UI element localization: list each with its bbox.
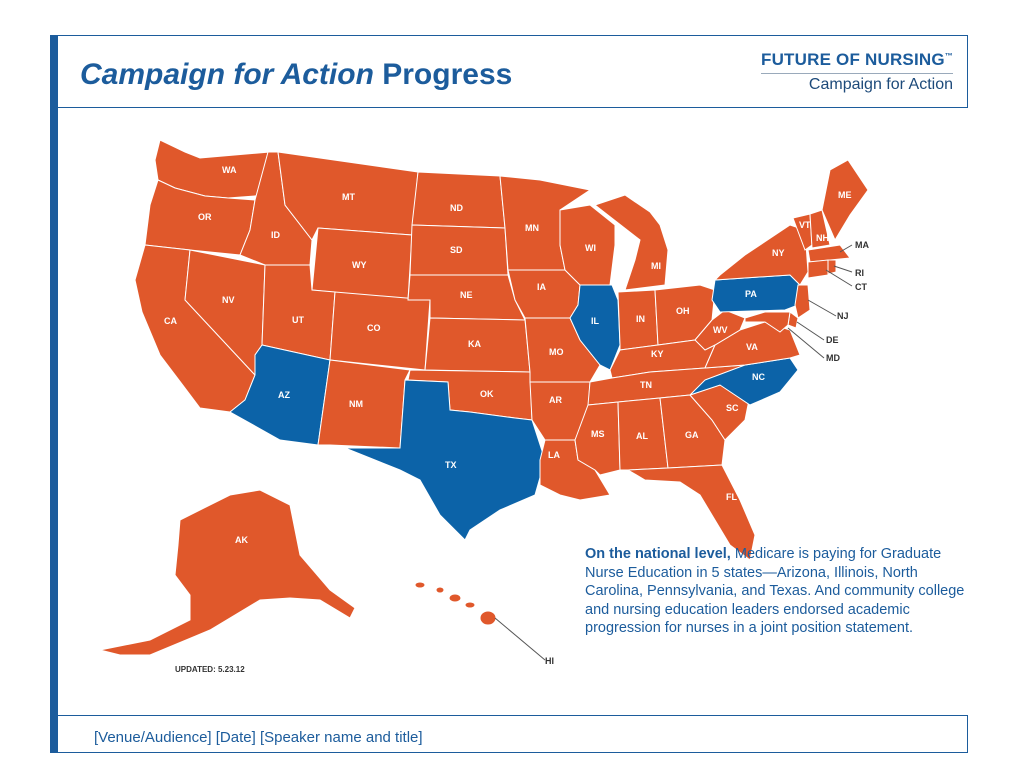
callout-lines [494, 244, 853, 661]
label-OR: OR [198, 212, 212, 222]
label-IL: IL [591, 316, 600, 326]
label-VA: VA [746, 342, 758, 352]
label-CO: CO [367, 323, 381, 333]
label-SD: SD [450, 245, 463, 255]
label-VT: VT [799, 220, 811, 230]
label-MI: MI [651, 261, 661, 271]
label-TX: TX [445, 460, 457, 470]
label-SC: SC [726, 403, 739, 413]
title-rest: Progress [382, 58, 513, 91]
state-NH [809, 209, 831, 249]
info-body: Medicare is paying for Graduate Nurse Ed… [585, 546, 965, 636]
label-AK: AK [235, 535, 248, 545]
label-UT: UT [292, 315, 304, 325]
label-FL: FL [726, 492, 737, 502]
state-TX [344, 379, 546, 541]
state-MD [744, 311, 791, 333]
label-KY: KY [651, 349, 664, 359]
info-bold: On the national level, [585, 546, 731, 562]
label-ND: ND [450, 203, 463, 213]
footer-text: [Venue/Audience] [Date] [Speaker name an… [94, 729, 423, 746]
state-ME [821, 159, 869, 242]
us-map: WA OR CA ID NV MT WY UT AZ CO NM ND SD N… [99, 139, 869, 666]
label-NC: NC [752, 372, 765, 382]
label-AZ: AZ [278, 390, 290, 400]
label-ID: ID [271, 230, 281, 240]
label-NY: NY [772, 248, 785, 258]
label-WA: WA [222, 165, 237, 175]
state-AK [99, 489, 356, 656]
label-MS: MS [591, 429, 605, 439]
state-NJ [794, 284, 811, 319]
label-NM: NM [349, 399, 363, 409]
label-MN: MN [525, 223, 539, 233]
state-CT [807, 259, 829, 279]
logo-bottom-text: Campaign for Action [808, 76, 953, 93]
label-MD: MD [826, 353, 840, 363]
label-PA: PA [745, 289, 757, 299]
label-IA: IA [537, 282, 547, 292]
label-HI: HI [545, 656, 554, 666]
label-OH: OH [676, 306, 690, 316]
label-DE: DE [826, 335, 839, 345]
header: Campaign for Action Progress FUTURE OF N… [58, 35, 968, 108]
label-MA: MA [855, 240, 869, 250]
state-labels: WA OR CA ID NV MT WY UT AZ CO NM ND SD N… [164, 165, 869, 666]
label-WV: WV [713, 325, 728, 335]
label-RI: RI [855, 268, 864, 278]
label-AL: AL [636, 431, 648, 441]
label-MO: MO [549, 347, 564, 357]
label-AR: AR [549, 395, 562, 405]
state-HI [414, 581, 497, 626]
label-IN: IN [636, 314, 645, 324]
label-LA: LA [548, 450, 560, 460]
left-accent-bar [50, 35, 58, 753]
state-MA [807, 244, 851, 263]
label-WY: WY [352, 260, 367, 270]
label-OK: OK [480, 389, 494, 399]
future-of-nursing-logo: FUTURE OF NURSING™ Campaign for Action [761, 50, 953, 94]
label-KA: KA [468, 339, 481, 349]
label-TN: TN [640, 380, 652, 390]
state-VA [704, 321, 801, 369]
state-NM [317, 359, 411, 449]
page-title: Campaign for Action Progress [80, 58, 512, 92]
label-ME: ME [838, 190, 852, 200]
label-CA: CA [164, 316, 177, 326]
title-italic: Campaign for Action [80, 58, 374, 91]
state-ND [411, 171, 506, 229]
label-NV: NV [222, 295, 235, 305]
state-NY [713, 224, 809, 286]
updated-date: UPDATED: 5.23.12 [175, 665, 245, 674]
label-MT: MT [342, 192, 355, 202]
footer: [Venue/Audience] [Date] [Speaker name an… [58, 715, 968, 753]
state-RI [827, 259, 837, 275]
state-MI [593, 194, 669, 291]
state-IL [569, 284, 621, 371]
logo-top-text: FUTURE OF NURSING™ [761, 50, 953, 69]
info-text: On the national level, Medicare is payin… [585, 545, 975, 638]
logo-divider [761, 73, 953, 74]
label-NE: NE [460, 290, 473, 300]
label-CT: CT [855, 282, 867, 292]
label-NH: NH [816, 233, 829, 243]
label-WI: WI [585, 243, 596, 253]
state-FL [626, 464, 756, 561]
label-NJ: NJ [837, 311, 849, 321]
label-GA: GA [685, 430, 699, 440]
